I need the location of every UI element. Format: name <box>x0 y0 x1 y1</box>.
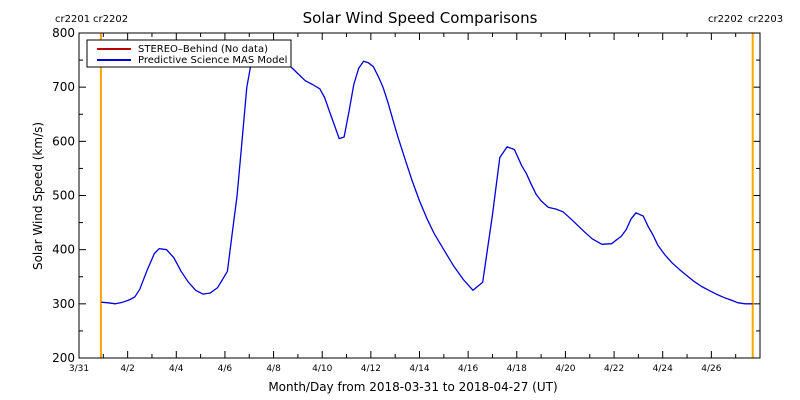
carrington-label-cr2203: cr2203 <box>748 14 783 25</box>
legend-label-mas: Predictive Science MAS Model <box>138 55 287 66</box>
x-tick-label-4/18: 4/18 <box>507 364 527 374</box>
y-tick-label-700: 700 <box>52 80 75 94</box>
x-tick-label-4/26: 4/26 <box>701 364 721 374</box>
plot-frame <box>78 32 761 359</box>
x-tick-label-4/20: 4/20 <box>555 364 575 374</box>
legend: STEREO–Behind (No data) Predictive Scien… <box>86 39 292 68</box>
carrington-label-cr2202-left: cr2202 <box>93 14 128 25</box>
y-tick-label-200: 200 <box>52 351 75 365</box>
y-tick-label-600: 600 <box>52 134 75 148</box>
y-tick-label-400: 400 <box>52 243 75 257</box>
x-tick-label-4/14: 4/14 <box>409 364 429 374</box>
x-tick-label-4/22: 4/22 <box>604 364 624 374</box>
legend-label-stereo: STEREO–Behind (No data) <box>138 44 268 55</box>
y-tick-label-300: 300 <box>52 297 75 311</box>
x-tick-label-4/12: 4/12 <box>361 364 381 374</box>
x-tick-label-4/6: 4/6 <box>218 364 233 374</box>
chart-marks: 200 300 400 500 600 700 800 3/31 4/2 4/4 4/6 4/8 4/1… <box>52 26 760 374</box>
x-tick-label-4/4: 4/4 <box>169 364 184 374</box>
x-tick-label-4/24: 4/24 <box>653 364 673 374</box>
x-tick-label-4/10: 4/10 <box>312 364 332 374</box>
y-tick-label-800: 800 <box>52 26 75 40</box>
carrington-label-cr2202-right: cr2202 <box>708 14 743 25</box>
legend-box <box>86 39 292 68</box>
x-axis-label: Month/Day from 2018-03-31 to 2018-04-27 … <box>268 380 557 394</box>
x-tick-label-4/2: 4/2 <box>120 364 134 374</box>
x-tick-label-4/8: 4/8 <box>266 364 281 374</box>
x-tick-label-3/31: 3/31 <box>69 364 89 374</box>
y-axis-label: Solar Wind Speed (km/s) <box>31 122 45 270</box>
carrington-label-cr2201: cr2201 <box>55 14 90 25</box>
series-line-mas-model <box>101 55 753 305</box>
chart-title: Solar Wind Speed Comparisons <box>303 9 538 27</box>
x-tick-label-4/16: 4/16 <box>458 364 478 374</box>
y-tick-label-500: 500 <box>52 189 75 203</box>
